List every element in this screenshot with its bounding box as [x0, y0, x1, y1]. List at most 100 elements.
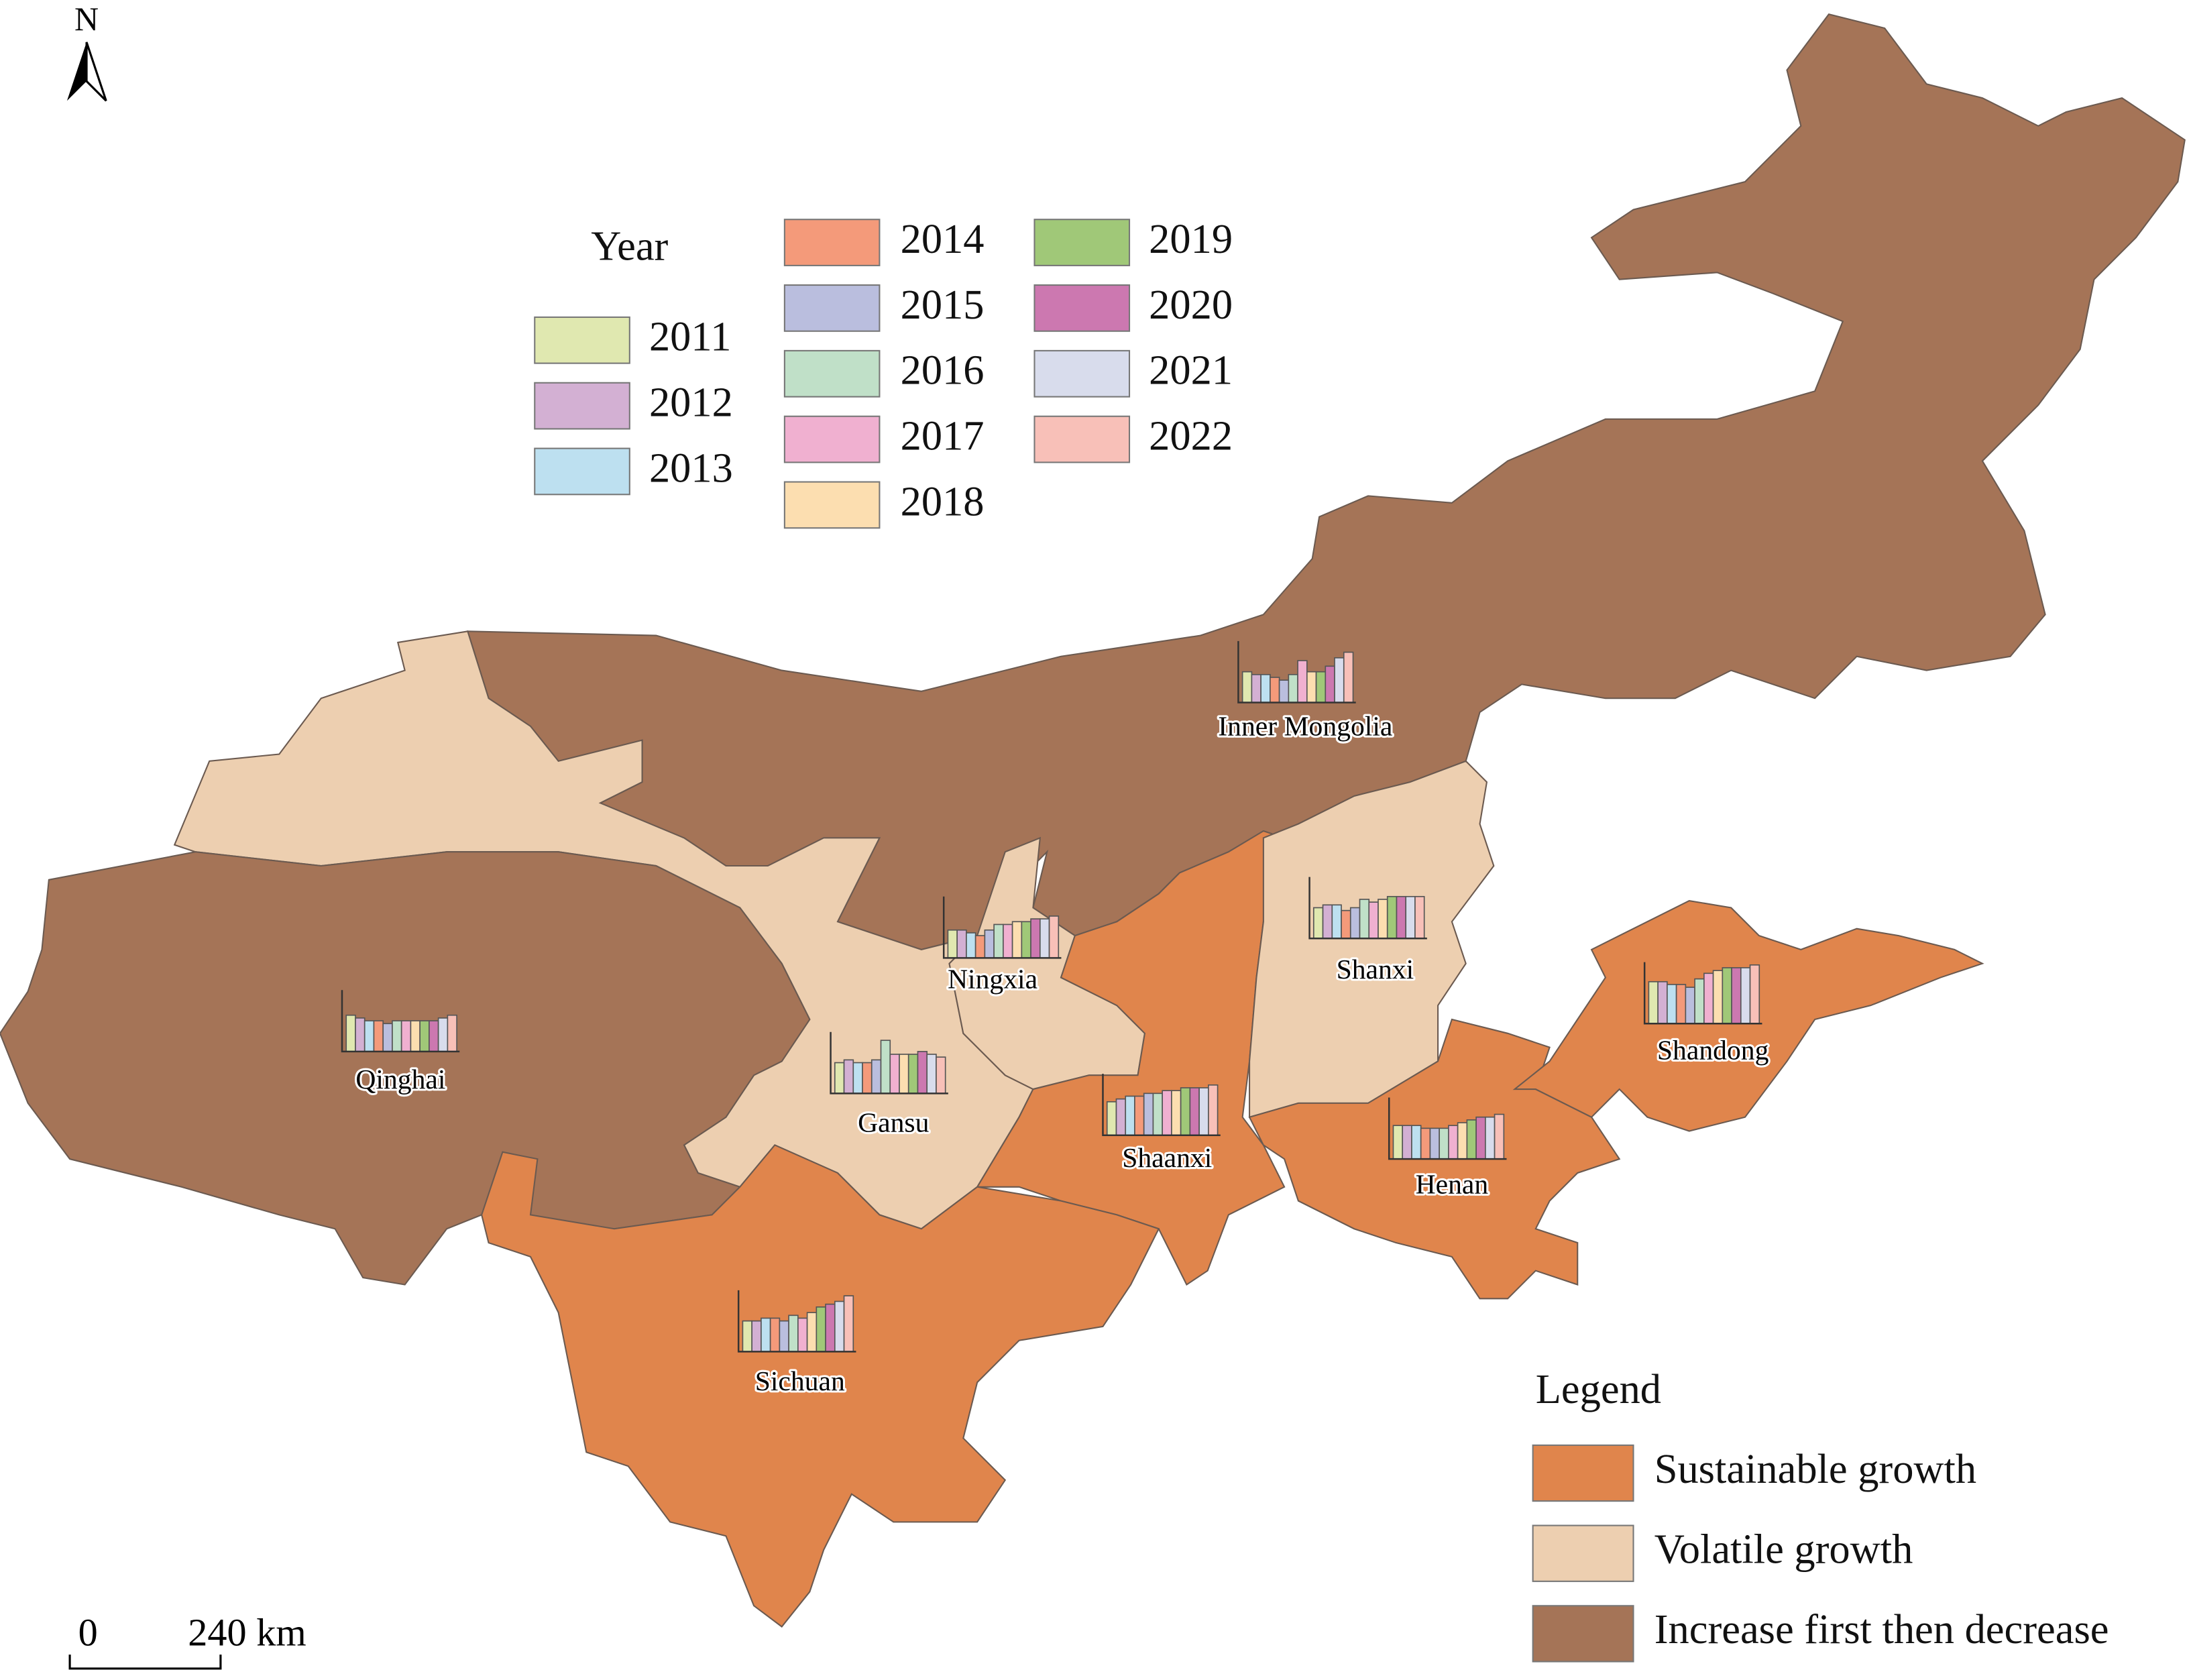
- year-swatch: [1033, 284, 1131, 332]
- mini-bar: [1667, 984, 1677, 1025]
- mini-chart: [830, 1031, 948, 1095]
- mini-axis: [1388, 1097, 1507, 1160]
- mini-bar: [1657, 981, 1668, 1025]
- mini-bar: [1341, 909, 1351, 940]
- province-area: [976, 830, 1286, 1286]
- mini-chart: [942, 896, 1062, 959]
- mini-bar: [1703, 972, 1714, 1025]
- year-label: 2017: [901, 412, 985, 459]
- mini-chart: [737, 1290, 856, 1353]
- legend-title: Legend: [1536, 1365, 1661, 1412]
- mini-bar: [1306, 671, 1317, 704]
- mini-bar: [993, 923, 1004, 959]
- mini-bar: [1003, 923, 1013, 959]
- mini-bar: [1208, 1084, 1219, 1136]
- mini-bar: [1731, 967, 1742, 1025]
- year-swatch: [783, 349, 881, 398]
- mini-bar: [1152, 1093, 1163, 1136]
- year-swatch: [534, 382, 630, 430]
- mini-bar: [1251, 673, 1261, 704]
- mini-bar: [797, 1317, 808, 1353]
- mini-chart: [1102, 1074, 1221, 1137]
- year-label: 2018: [901, 478, 985, 524]
- mini-axis: [830, 1031, 948, 1095]
- year-label: 2022: [1149, 412, 1233, 459]
- mini-bar: [429, 1020, 439, 1052]
- mini-bar: [1260, 673, 1271, 704]
- mini-axis: [737, 1290, 856, 1353]
- mini-bar: [1475, 1116, 1486, 1160]
- province-label: Shanxi: [1337, 954, 1414, 985]
- mini-bar: [1749, 964, 1760, 1025]
- province-label: Inner Mongolia: [1218, 712, 1392, 742]
- mini-axis: [942, 896, 1062, 959]
- mini-bar: [1414, 895, 1425, 940]
- mini-chart: [1237, 640, 1356, 704]
- province-label: Sichuan: [755, 1366, 845, 1397]
- year-swatch: [783, 481, 881, 529]
- mini-bar: [1722, 967, 1732, 1025]
- mini-bar: [769, 1317, 781, 1353]
- mini-bar: [382, 1023, 393, 1052]
- mini-bar: [1685, 987, 1695, 1025]
- mini-bar: [1439, 1127, 1449, 1160]
- year-label: 2019: [1149, 215, 1233, 262]
- year-swatch: [783, 284, 881, 332]
- mini-bar: [862, 1062, 873, 1095]
- mini-bar: [1325, 665, 1335, 704]
- mini-bar: [936, 1056, 946, 1095]
- year-label: 2021: [1149, 347, 1233, 394]
- mini-bar: [907, 1054, 919, 1095]
- year-swatch: [534, 316, 630, 364]
- year-swatch: [783, 219, 881, 266]
- mini-bar: [363, 1020, 375, 1052]
- year-label: 2016: [901, 347, 985, 394]
- mini-bar: [834, 1300, 845, 1353]
- mini-bar: [816, 1306, 826, 1353]
- mini-bar: [947, 929, 958, 959]
- mini-bar: [447, 1014, 457, 1052]
- year-swatch: [783, 415, 881, 463]
- legend-label: Increase first then decrease: [1654, 1606, 2109, 1653]
- mini-bar: [410, 1020, 420, 1052]
- mini-bar: [1030, 918, 1041, 959]
- scale-label: 240 km: [188, 1610, 306, 1654]
- mini-bar: [1343, 651, 1354, 704]
- mini-bar: [1466, 1119, 1477, 1160]
- mini-bar: [1429, 1127, 1440, 1160]
- year-label: 2020: [1149, 281, 1233, 328]
- mini-bar: [1039, 918, 1050, 959]
- mini-bar: [1171, 1090, 1182, 1136]
- mini-bar: [1270, 677, 1280, 704]
- year-swatch: [1033, 219, 1131, 266]
- mini-bar: [852, 1062, 863, 1095]
- mini-bar: [956, 929, 967, 959]
- mini-bar: [419, 1020, 430, 1052]
- scale-line: [68, 1655, 222, 1670]
- mini-bar: [1143, 1093, 1154, 1136]
- north-label: N: [74, 0, 99, 38]
- mini-bar: [917, 1051, 928, 1095]
- mini-bar: [1011, 921, 1023, 959]
- mini-chart: [341, 990, 460, 1053]
- arrow-left: [66, 42, 87, 101]
- mini-bar: [742, 1320, 752, 1353]
- mini-bar: [1411, 1125, 1422, 1160]
- mini-bar: [1448, 1125, 1459, 1160]
- mini-bar: [825, 1303, 836, 1353]
- mini-bar: [1134, 1095, 1145, 1136]
- mini-bar: [1386, 895, 1398, 940]
- province-label: Henan: [1416, 1169, 1489, 1200]
- mini-bar: [355, 1017, 366, 1052]
- mini-bar: [1180, 1087, 1191, 1136]
- mini-bar: [1405, 895, 1416, 940]
- mini-axis: [1102, 1074, 1221, 1137]
- mini-bar: [1712, 970, 1724, 1025]
- year-swatch: [1033, 415, 1131, 463]
- province-label: Shandong: [1657, 1035, 1769, 1066]
- arrow-right: [85, 42, 107, 102]
- mini-bar: [1675, 984, 1687, 1025]
- mini-bar: [1359, 899, 1370, 940]
- mini-bar: [1048, 915, 1060, 959]
